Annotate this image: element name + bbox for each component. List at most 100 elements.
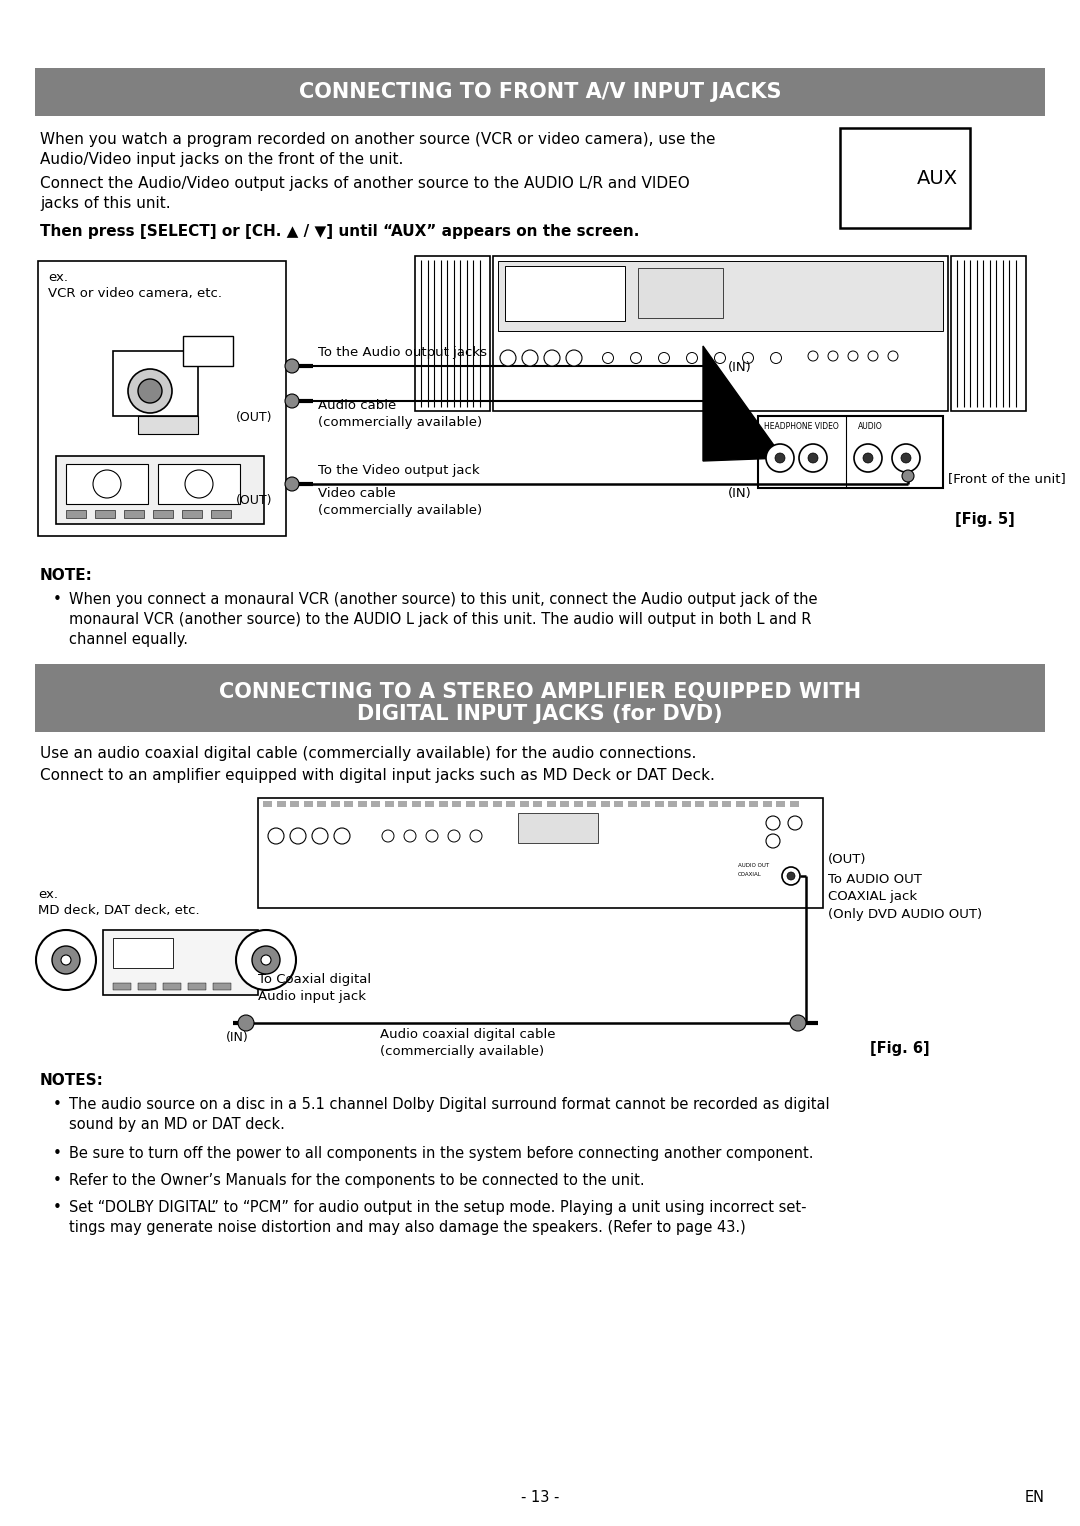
Bar (453, 801, 461, 807)
Circle shape (659, 353, 670, 363)
Text: (OUT): (OUT) (828, 853, 866, 865)
Text: AUX: AUX (917, 168, 958, 188)
Text: Use an audio coaxial digital cable (commercially available) for the audio connec: Use an audio coaxial digital cable (comm… (40, 746, 697, 761)
Bar (758, 417, 943, 488)
Bar (518, 813, 598, 842)
Circle shape (285, 394, 299, 407)
Circle shape (36, 929, 96, 990)
Bar (507, 801, 515, 807)
Text: •: • (53, 1173, 62, 1189)
Bar (654, 801, 663, 807)
Circle shape (261, 955, 271, 964)
Text: [Front of the unit]: [Front of the unit] (948, 472, 1066, 485)
Circle shape (603, 353, 613, 363)
Bar (163, 983, 181, 990)
Bar (480, 801, 488, 807)
Bar (627, 801, 636, 807)
Circle shape (854, 444, 882, 472)
Text: (IN): (IN) (226, 1032, 248, 1044)
Circle shape (238, 1015, 254, 1032)
Circle shape (766, 444, 794, 472)
Circle shape (782, 867, 800, 885)
Text: DIGITAL INPUT JACKS (for DVD): DIGITAL INPUT JACKS (for DVD) (357, 703, 723, 723)
Bar (561, 801, 569, 807)
Circle shape (185, 470, 213, 497)
Text: To AUDIO OUT: To AUDIO OUT (828, 873, 922, 887)
Text: •: • (53, 1199, 62, 1215)
Bar (573, 801, 582, 807)
Bar (35, 69, 1045, 116)
Circle shape (863, 453, 873, 462)
Bar (750, 801, 758, 807)
Bar (696, 801, 704, 807)
Bar (840, 128, 970, 227)
Circle shape (404, 830, 416, 842)
Text: (OUT): (OUT) (237, 494, 272, 507)
Circle shape (334, 829, 350, 844)
Bar (426, 801, 434, 807)
Bar (465, 801, 474, 807)
Text: Audio coaxial digital cable: Audio coaxial digital cable (380, 1029, 555, 1041)
Bar (505, 266, 625, 320)
Bar (384, 801, 393, 807)
Text: •: • (53, 592, 62, 607)
Bar (399, 801, 407, 807)
Circle shape (901, 453, 912, 462)
Text: (IN): (IN) (728, 362, 752, 374)
Text: To the Video output jack: To the Video output jack (318, 464, 480, 478)
Circle shape (470, 830, 482, 842)
Bar (138, 983, 156, 990)
Bar (113, 938, 173, 967)
Bar (438, 801, 447, 807)
Circle shape (888, 351, 897, 362)
Bar (264, 801, 272, 807)
Bar (103, 929, 258, 995)
Bar (153, 510, 173, 517)
Bar (258, 798, 823, 908)
Circle shape (268, 829, 284, 844)
Text: [Fig. 6]: [Fig. 6] (870, 1041, 930, 1056)
Text: To Coaxial digital: To Coaxial digital (258, 974, 372, 986)
Bar (124, 510, 144, 517)
Circle shape (787, 871, 795, 881)
Bar (345, 801, 353, 807)
Bar (681, 801, 690, 807)
Circle shape (808, 351, 818, 362)
Polygon shape (703, 346, 783, 461)
Text: VCR or video camera, etc.: VCR or video camera, etc. (48, 287, 222, 301)
Bar (669, 801, 677, 807)
Bar (498, 261, 943, 331)
Bar (357, 801, 366, 807)
Circle shape (902, 470, 914, 482)
Circle shape (237, 929, 296, 990)
Circle shape (448, 830, 460, 842)
Text: ex.: ex. (38, 888, 58, 900)
Text: [Fig. 5]: [Fig. 5] (955, 513, 1015, 526)
Bar (113, 983, 131, 990)
Circle shape (285, 359, 299, 372)
Text: COAXIAL jack: COAXIAL jack (828, 890, 917, 903)
Circle shape (775, 453, 785, 462)
Bar (615, 801, 623, 807)
Circle shape (743, 353, 754, 363)
Text: To the Audio output jacks: To the Audio output jacks (318, 346, 487, 359)
Text: HEADPHONE VIDEO: HEADPHONE VIDEO (764, 423, 839, 430)
Text: •: • (53, 1097, 62, 1112)
Text: Audio input jack: Audio input jack (258, 990, 366, 1003)
Circle shape (892, 444, 920, 472)
Text: NOTES:: NOTES: (40, 1073, 104, 1088)
Bar (546, 801, 555, 807)
Text: Audio cable: Audio cable (318, 398, 396, 412)
Circle shape (848, 351, 858, 362)
Text: The audio source on a disc in a 5.1 channel Dolby Digital surround format cannot: The audio source on a disc in a 5.1 chan… (69, 1097, 829, 1132)
Bar (600, 801, 609, 807)
Bar (138, 417, 198, 433)
Bar (789, 801, 798, 807)
Bar (291, 801, 299, 807)
Bar (38, 261, 286, 536)
Bar (213, 983, 231, 990)
Circle shape (522, 349, 538, 366)
Bar (411, 801, 420, 807)
Circle shape (868, 351, 878, 362)
Text: Refer to the Owner’s Manuals for the components to be connected to the unit.: Refer to the Owner’s Manuals for the com… (69, 1173, 645, 1189)
